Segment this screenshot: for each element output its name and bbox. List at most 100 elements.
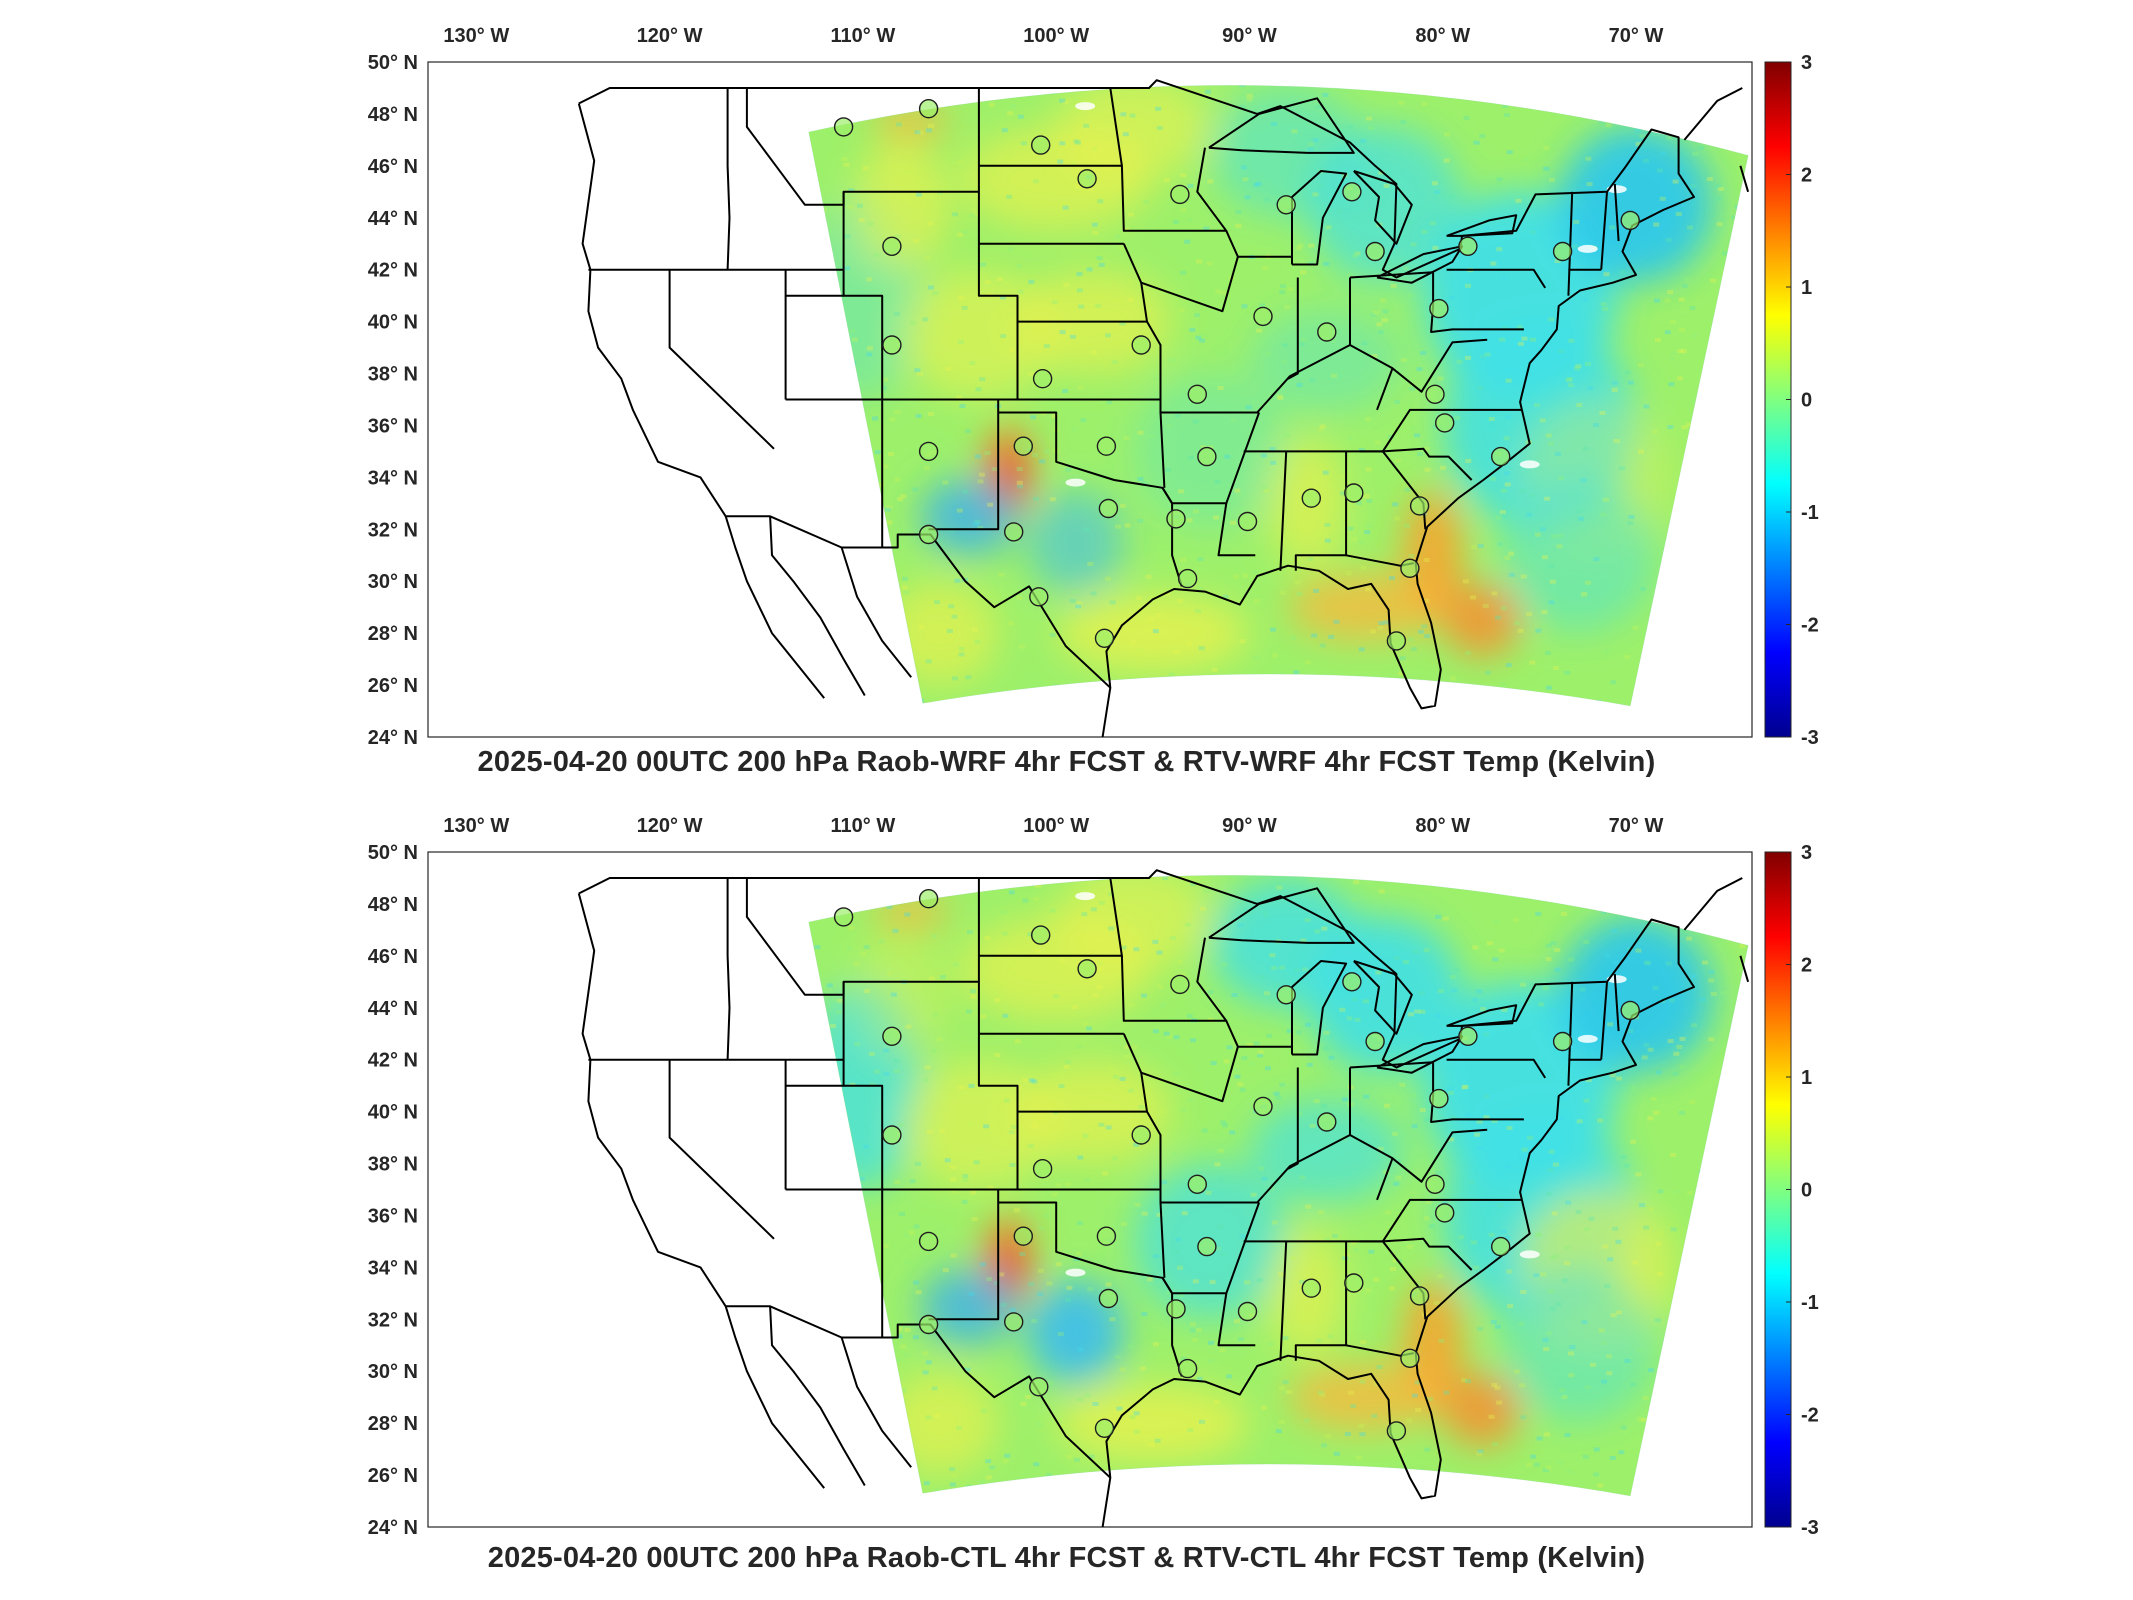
state-border bbox=[1159, 412, 1166, 488]
state-border bbox=[1600, 191, 1608, 270]
latitude-tick-label: 44° N bbox=[368, 998, 418, 1020]
colorbar-tick-label: -2 bbox=[1801, 1405, 1819, 1427]
raob-station-marker bbox=[918, 888, 939, 909]
raob-station-marker bbox=[1096, 436, 1117, 456]
raob-station-marker bbox=[1409, 1286, 1430, 1306]
raob-station-marker bbox=[1177, 1358, 1198, 1379]
state-border bbox=[1359, 447, 1473, 481]
raob-station-marker bbox=[1253, 1096, 1273, 1117]
longitude-tick-label: 130° W bbox=[443, 25, 509, 47]
state-border bbox=[1613, 183, 1620, 242]
map-figure-bottom: 130° W 120° W 110° W 100° W 90° W 80° W 70° W 5… bbox=[368, 815, 1819, 1539]
state-border bbox=[1376, 1128, 1488, 1201]
raob-station-marker bbox=[1032, 1159, 1053, 1179]
raob-station-marker bbox=[1094, 1418, 1115, 1438]
great-lake-outline bbox=[1291, 170, 1348, 266]
colorbar-tick-label: -1 bbox=[1801, 1292, 1819, 1314]
colorbar-tick-label: 2 bbox=[1801, 165, 1812, 187]
state-border bbox=[977, 878, 1019, 1190]
raob-station-marker bbox=[918, 524, 939, 545]
top-map-panel: 130° W 120° W 110° W 100° W 90° W 80° W 70° W 5… bbox=[368, 25, 1819, 778]
raob-station-marker bbox=[1077, 959, 1097, 979]
colorbar-tick-label: 1 bbox=[1801, 277, 1812, 299]
canada-coastline bbox=[1739, 955, 1750, 983]
state-border bbox=[1161, 487, 1183, 587]
raob-station-marker bbox=[1030, 135, 1051, 155]
state-border bbox=[668, 269, 775, 450]
raob-station-marker bbox=[1253, 306, 1273, 327]
raob-station-marker bbox=[833, 907, 854, 927]
mexico-coastline bbox=[769, 1306, 866, 1487]
state-border bbox=[668, 1059, 775, 1240]
latitude-tick-label: 34° N bbox=[368, 1257, 418, 1279]
latitude-tick-label: 24° N bbox=[368, 727, 418, 749]
raob-station-marker bbox=[918, 1231, 939, 1252]
state-border bbox=[1172, 1292, 1256, 1347]
colorbar-tick-label: -2 bbox=[1801, 615, 1819, 637]
state-border bbox=[1446, 268, 1547, 289]
longitude-tick-label: 120° W bbox=[637, 815, 703, 837]
raob-station-marker bbox=[1197, 1236, 1217, 1257]
latitude-tick-label: 32° N bbox=[368, 519, 418, 541]
latitude-tick-label: 46° N bbox=[368, 946, 418, 968]
colorbar-tick-label: 3 bbox=[1801, 52, 1812, 74]
state-borders bbox=[577, 869, 1750, 1528]
state-border bbox=[1225, 412, 1261, 504]
raob-stations bbox=[833, 98, 1640, 651]
state-border bbox=[1446, 1058, 1547, 1079]
colorbar-tick-label: 0 bbox=[1801, 1180, 1812, 1202]
latitude-tick-label: 26° N bbox=[368, 1465, 418, 1487]
latitude-tick-label: 38° N bbox=[368, 1154, 418, 1176]
raob-station-marker bbox=[1552, 241, 1573, 262]
state-border bbox=[1256, 344, 1393, 414]
colorbar-tick-label: 2 bbox=[1801, 955, 1812, 977]
state-border bbox=[1172, 502, 1256, 557]
state-border bbox=[928, 1189, 1000, 1321]
raob-station-marker bbox=[1013, 1226, 1033, 1246]
raob-station-marker bbox=[1276, 985, 1296, 1005]
great-lake-outline bbox=[1208, 887, 1355, 944]
state-border bbox=[1159, 1202, 1166, 1278]
latitude-tick-label: 34° N bbox=[368, 467, 418, 489]
latitude-tick-label: 30° N bbox=[368, 571, 418, 593]
raob-station-marker bbox=[1365, 1031, 1385, 1052]
state-border bbox=[1287, 277, 1299, 380]
latitude-tick-label: 32° N bbox=[368, 1309, 418, 1331]
raob-station-marker bbox=[1620, 1000, 1640, 1021]
mexico-coastline bbox=[840, 1337, 912, 1468]
raob-station-marker bbox=[1409, 496, 1430, 516]
raob-station-marker bbox=[833, 117, 854, 137]
state-border bbox=[1287, 1067, 1299, 1170]
latitude-tick-label: 36° N bbox=[368, 1205, 418, 1227]
latitude-tick-label: 30° N bbox=[368, 1361, 418, 1383]
state-border bbox=[1017, 243, 1148, 323]
raob-station-marker bbox=[1429, 298, 1449, 319]
state-border bbox=[1613, 973, 1620, 1032]
great-lake-outline bbox=[1376, 1035, 1464, 1074]
raob-station-marker bbox=[1013, 436, 1033, 456]
state-border bbox=[977, 88, 1019, 400]
state-border bbox=[1146, 1111, 1162, 1190]
great-lake-outline bbox=[1353, 960, 1413, 1035]
raob-station-marker bbox=[1400, 558, 1420, 578]
raob-station-marker bbox=[1170, 974, 1190, 995]
state-border bbox=[1161, 1277, 1183, 1377]
longitude-tick-label: 100° W bbox=[1023, 25, 1089, 47]
state-border bbox=[1349, 271, 1524, 333]
state-border bbox=[1294, 1241, 1348, 1361]
longitude-tick-label: 80° W bbox=[1415, 815, 1470, 837]
raob-station-marker bbox=[882, 1125, 902, 1145]
raob-station-marker bbox=[1166, 509, 1186, 529]
state-border bbox=[1294, 451, 1348, 571]
raob-station-marker bbox=[1032, 369, 1053, 389]
raob-station-marker bbox=[1029, 1377, 1049, 1397]
longitude-tick-label: 130° W bbox=[443, 815, 509, 837]
great-lake-outline bbox=[1376, 245, 1464, 284]
colorbar-tick-label: 1 bbox=[1801, 1067, 1812, 1089]
canada-coastline bbox=[1683, 877, 1743, 931]
state-border bbox=[1146, 321, 1162, 400]
latitude-tick-label: 40° N bbox=[368, 312, 418, 334]
latitude-tick-label: 24° N bbox=[368, 1517, 418, 1539]
raob-station-marker bbox=[882, 335, 902, 355]
state-border bbox=[1567, 191, 1574, 296]
